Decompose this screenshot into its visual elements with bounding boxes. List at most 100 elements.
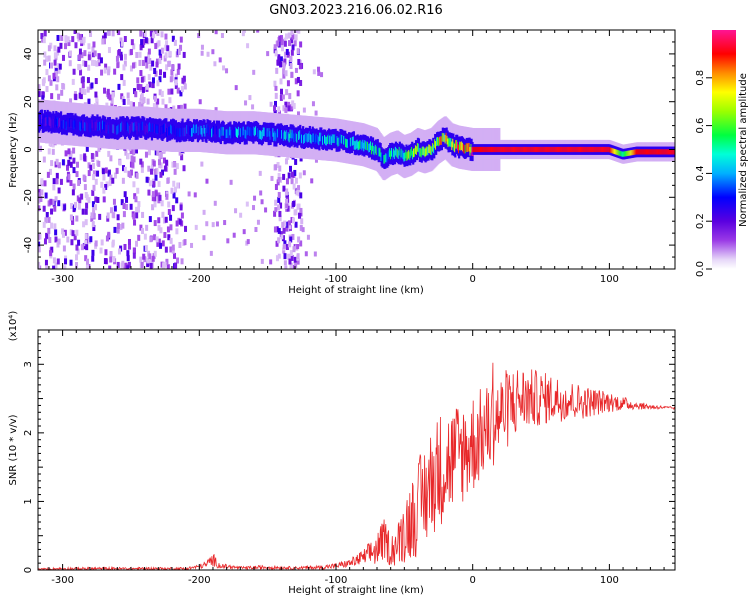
spectrogram-noise-cell <box>151 255 155 262</box>
spectrogram-noise-cell <box>269 101 273 107</box>
spectrogram-noise-cell <box>275 226 279 233</box>
spectrogram-noise-cell <box>53 59 57 66</box>
spectrogram-noise-cell <box>292 246 296 253</box>
spectrogram-noise-cell <box>126 92 130 99</box>
spectrogram-noise-cell <box>279 56 283 63</box>
colorbar-tick-label: 0.8 <box>695 70 706 86</box>
spectrogram-noise-cell <box>140 166 144 173</box>
spectrogram-noise-cell <box>94 178 98 185</box>
spectrogram-noise-cell <box>123 243 127 250</box>
spectrogram-noise-cell <box>229 179 233 185</box>
snr-series-line <box>38 362 675 570</box>
spectrogram-noise-cell <box>135 172 139 179</box>
spectrogram-noise-cell <box>290 71 294 78</box>
spectrogram-noise-cell <box>172 105 176 112</box>
spectrogram-noise-cell <box>71 189 75 196</box>
spectrogram-noise-cell <box>277 173 281 180</box>
spectrogram-noise-cell <box>65 164 69 171</box>
spectrogram-noise-cell <box>137 206 141 213</box>
spectrogram-noise-cell <box>200 44 204 50</box>
spectrogram-noise-cell <box>92 41 96 48</box>
spectrogram-noise-cell <box>135 147 139 154</box>
spectrogram-noise-cell <box>54 262 58 269</box>
spectrogram-noise-cell <box>273 109 277 116</box>
spectrogram-noise-cell <box>47 200 51 207</box>
spectrogram-noise-cell <box>140 92 144 99</box>
spectrogram-noise-cell <box>137 234 141 241</box>
spectrogram-noise-cell <box>111 177 115 184</box>
spectrogram-y-tick-label: -20 <box>23 189 34 205</box>
spectrogram-noise-cell <box>285 198 289 204</box>
spectrogram-noise-cell <box>171 64 175 71</box>
spectrogram-noise-cell <box>279 78 283 85</box>
spectrogram-noise-cell <box>99 247 103 254</box>
spectrogram-noise-cell <box>120 199 124 206</box>
spectrogram-noise-cell <box>44 217 48 224</box>
colorbar-tick-label: 0.4 <box>695 165 706 181</box>
spectrogram-noise-cell <box>40 32 44 39</box>
spectrogram-noise-cell <box>148 253 152 260</box>
spectrogram-noise-cell <box>39 145 43 152</box>
spectrogram-noise-cell <box>164 33 168 40</box>
spectrogram-noise-cell <box>44 192 48 199</box>
spectrogram-x-tick-label: -100 <box>325 274 348 285</box>
spectrogram-noise-cell <box>158 57 162 64</box>
spectrogram-noise-cell <box>77 203 81 210</box>
spectrogram-noise-cell <box>71 218 75 225</box>
spectrogram-noise-cell <box>126 153 130 160</box>
spectrogram-noise-cell <box>288 59 292 66</box>
spectrogram-noise-cell <box>283 220 287 227</box>
spectrogram-noise-cell <box>101 38 105 45</box>
spectrogram-noise-cell <box>279 88 283 95</box>
spectrogram-noise-cell <box>116 62 120 69</box>
spectrogram-noise-cell <box>116 261 120 268</box>
spectrogram-noise-cell <box>55 158 59 165</box>
spectrogram-noise-cell <box>163 71 167 78</box>
spectrogram-noise-cell <box>283 58 287 65</box>
spectrogram-noise-cell <box>294 221 298 228</box>
spectrogram-noise-cell <box>97 60 101 67</box>
spectrogram-noise-cell <box>82 36 86 43</box>
spectrogram-noise-cell <box>280 39 284 46</box>
spectrogram-noise-cell <box>168 50 172 57</box>
spectrogram-noise-cell <box>290 171 294 178</box>
spectrogram-noise-cell <box>180 154 184 161</box>
spectrogram-noise-cell <box>98 213 102 220</box>
spectrogram-noise-cell <box>290 37 294 44</box>
snr-plot-area <box>38 330 675 570</box>
spectrogram-noise-cell <box>80 193 84 200</box>
spectrogram-noise-cell <box>164 216 168 223</box>
spectrogram-noise-cell <box>38 233 42 240</box>
spectrogram-noise-cell <box>241 31 245 37</box>
spectrogram-noise-cell <box>151 191 155 198</box>
spectrogram-noise-cell <box>48 237 52 244</box>
spectrogram-noise-cell <box>149 168 153 175</box>
spectrogram-noise-cell <box>95 95 99 102</box>
spectrogram-noise-cell <box>69 161 73 168</box>
spectrogram-noise-cell <box>165 258 169 265</box>
spectrogram-noise-cell <box>41 36 45 43</box>
spectrogram-noise-cell <box>91 189 95 196</box>
spectrogram-noise-cell <box>132 252 136 259</box>
spectrogram-noise-cell <box>92 212 96 219</box>
spectrogram-noise-cell <box>77 239 81 246</box>
spectrogram-noise-cell <box>90 212 94 219</box>
snr-ylabel: SNR (10 * v/v) <box>8 414 19 485</box>
spectrogram-noise-cell <box>72 147 76 154</box>
spectrogram-noise-cell <box>297 190 301 197</box>
spectrogram-noise-cell <box>55 178 59 185</box>
spectrogram-noise-cell <box>56 258 60 265</box>
spectrogram-noise-cell <box>129 169 133 176</box>
spectrogram-noise-cell <box>79 87 83 94</box>
spectrogram-noise-cell <box>288 258 292 265</box>
spectrogram-noise-cell <box>74 42 78 49</box>
spectrogram-noise-cell <box>63 265 67 269</box>
spectrogram-noise-cell <box>64 43 68 50</box>
spectrogram-noise-cell <box>47 148 51 155</box>
spectrogram-noise-cell <box>167 60 171 67</box>
spectrogram-noise-cell <box>214 30 218 35</box>
spectrogram-noise-cell <box>149 64 153 71</box>
spectrogram-noise-cell <box>274 199 278 206</box>
spectrogram-noise-cell <box>133 193 137 200</box>
